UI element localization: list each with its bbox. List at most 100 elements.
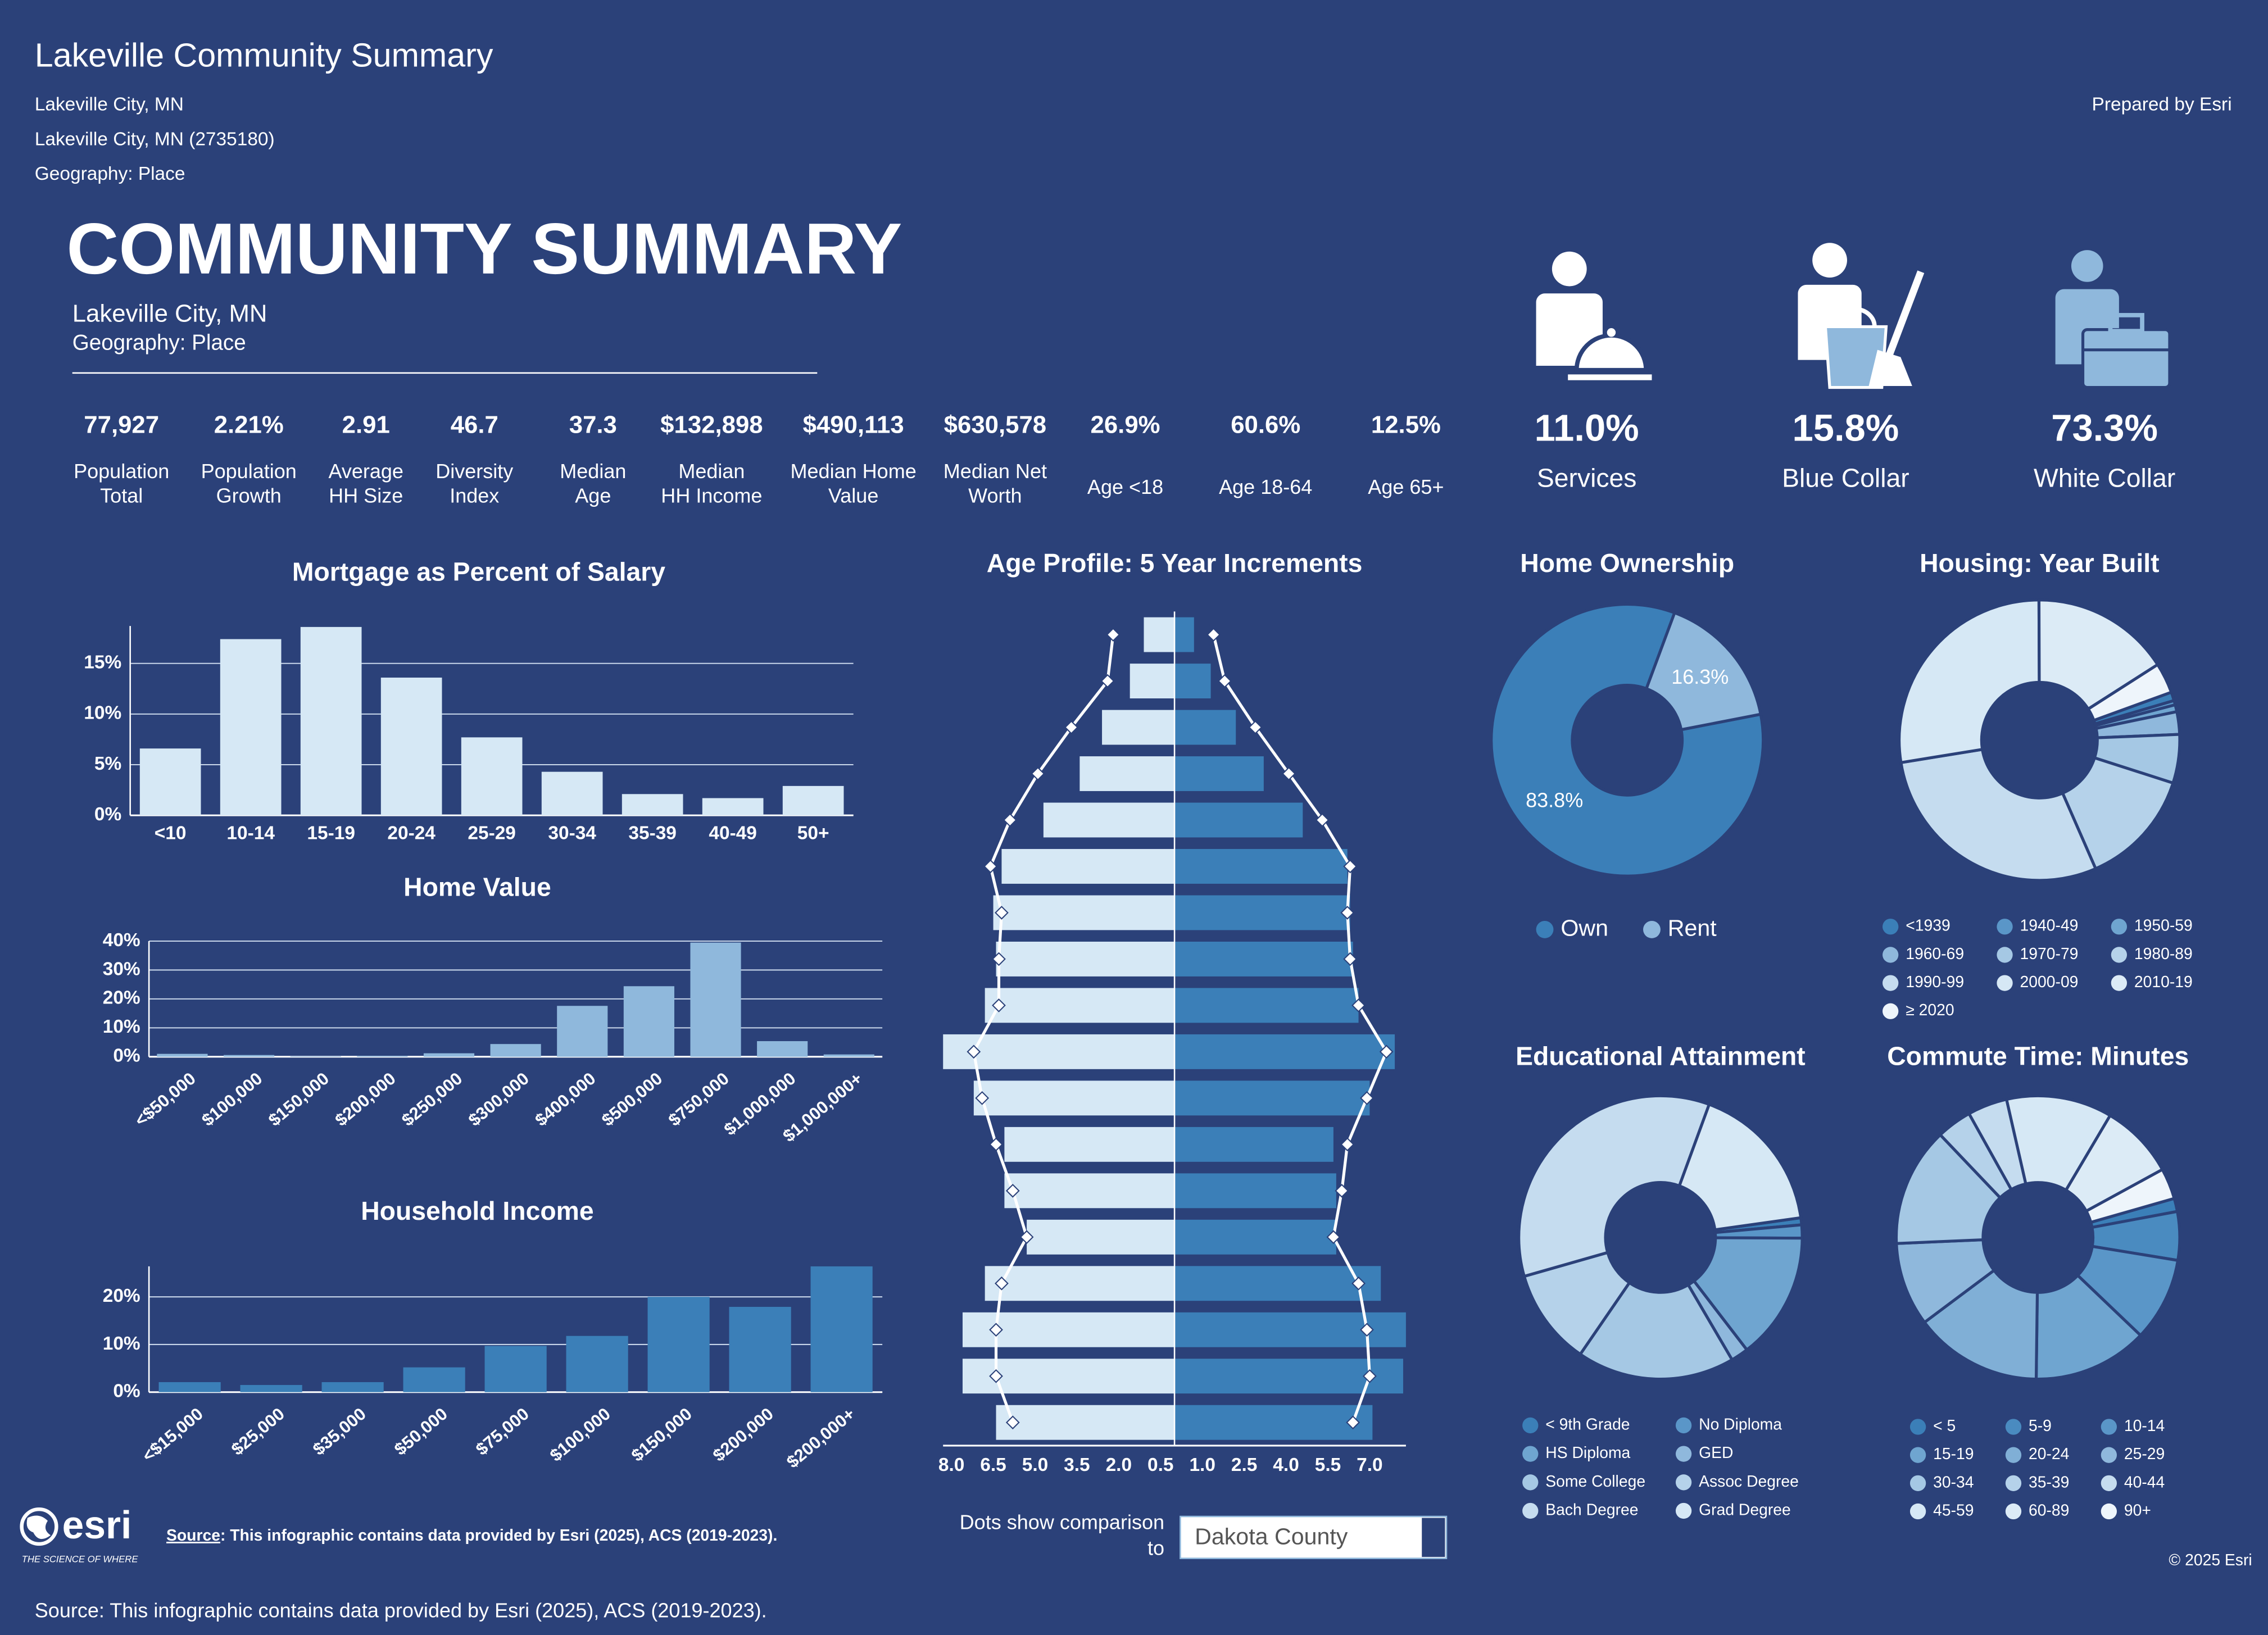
donut-segment	[1894, 1133, 2002, 1245]
x-tick-label: 15-19	[307, 823, 355, 843]
kpi-value: 26.9%	[1091, 411, 1160, 439]
bar	[566, 1336, 628, 1392]
pyramid-bar	[1004, 1173, 1175, 1209]
legend-label: Grad Degree	[1699, 1500, 1791, 1518]
kpi-label: Age 65+	[1368, 475, 1444, 498]
y-tick-label: 20%	[103, 1286, 140, 1306]
comparison-dot	[1340, 1137, 1355, 1152]
x-tick-label: 7.0	[1357, 1455, 1382, 1475]
select-box[interactable]	[1180, 1515, 1448, 1559]
kpi-label: Worth	[968, 484, 1022, 507]
bar	[702, 798, 764, 816]
legend-swatch	[2005, 1475, 2022, 1491]
logo-name: esri	[62, 1503, 132, 1547]
chart-title: Mortgage as Percent of Salary	[292, 557, 665, 587]
comparison-dot	[1351, 998, 1366, 1012]
bar	[823, 1054, 874, 1057]
legend-swatch	[2111, 919, 2128, 935]
x-tick-label: 50+	[797, 823, 829, 843]
source-note: Source: This infographic contains data p…	[166, 1527, 777, 1545]
legend-label: 1960-69	[1906, 944, 1964, 962]
header-line: Lakeville City, MN	[35, 94, 184, 115]
bar	[357, 1056, 408, 1057]
pyramid-bar	[1174, 849, 1348, 884]
donut-segment	[2037, 598, 2160, 711]
select-value[interactable]: Dakota County	[1195, 1523, 1348, 1549]
chart-title: Home Ownership	[1520, 548, 1734, 578]
pyramid-bar	[1174, 895, 1350, 930]
legend-swatch	[2101, 1419, 2117, 1435]
comparison-dot	[1360, 1323, 1374, 1337]
comparison-dot	[1315, 813, 1330, 827]
comparison-dot	[1326, 1230, 1341, 1245]
comparison-dot	[1005, 1415, 1020, 1430]
x-tick-label: 10-14	[226, 823, 275, 843]
x-tick-label: 5.5	[1315, 1455, 1341, 1475]
kpi-label: Median	[560, 460, 626, 483]
pyramid-bar	[1174, 1034, 1395, 1069]
legend-label: 15-19	[1933, 1445, 1974, 1463]
x-tick-label: 6.5	[980, 1455, 1006, 1475]
donut-segment	[1899, 747, 2098, 882]
bar	[321, 1382, 384, 1392]
occupation-label: Services	[1537, 463, 1637, 492]
pyramid-bar	[1043, 802, 1175, 838]
donut-segment	[1578, 1280, 1734, 1381]
x-tick-label: 0.5	[1147, 1455, 1173, 1475]
comparison-dot	[1019, 1230, 1034, 1245]
select-arrow[interactable]	[1422, 1518, 1445, 1557]
bar	[729, 1306, 791, 1392]
footer: Source: This infographic contains data p…	[35, 1598, 767, 1622]
pyramid-bar	[1174, 1080, 1370, 1116]
x-tick-label: 8.0	[938, 1455, 964, 1475]
comparison-line	[972, 634, 1115, 1423]
occupation-value: 15.8%	[1793, 407, 1899, 449]
comparison-select[interactable]: Dakota County	[1180, 1515, 1448, 1559]
bar	[423, 1053, 475, 1057]
y-tick-label: 20%	[103, 988, 140, 1009]
donut-segment	[1691, 1236, 1804, 1352]
comparison-dot	[1343, 859, 1358, 874]
y-tick-label: 0%	[113, 1381, 140, 1402]
donut-segment	[2034, 1273, 2143, 1381]
donut-segment	[2061, 756, 2175, 871]
pyramid-bar	[1001, 849, 1175, 884]
legend-label: Rent	[1668, 915, 1717, 941]
bar	[240, 1385, 302, 1392]
source-prefix: Source	[166, 1527, 220, 1545]
comparison-dot	[995, 906, 1009, 920]
header-line: Geography: Place	[35, 164, 185, 184]
prepared-by: Prepared by Esri	[2092, 94, 2232, 115]
x-tick-label: 2.0	[1106, 1455, 1132, 1475]
bar	[557, 1006, 608, 1057]
donut-segment	[1522, 1251, 1632, 1356]
legend-label: 30-34	[1933, 1473, 1974, 1491]
pyramid-bar	[1174, 710, 1236, 745]
comparison-dot	[1218, 674, 1232, 688]
kpi-value: 2.91	[342, 411, 390, 439]
kpi-label: HH Income	[661, 484, 762, 507]
comparison-dot	[1282, 766, 1296, 781]
y-tick-label: 0%	[94, 804, 121, 825]
pyramid-bar	[1102, 710, 1175, 745]
legend-label: <1939	[1906, 916, 1951, 934]
kpi-label: Population	[201, 460, 297, 483]
pyramid-bar	[1174, 988, 1359, 1023]
bar	[223, 1055, 275, 1057]
legend-swatch	[2101, 1475, 2117, 1491]
comparison-dot	[989, 1323, 1003, 1337]
pyramid-bar	[1174, 664, 1211, 699]
icon-services	[1536, 251, 1652, 380]
legend-label: 2000-09	[2020, 973, 2079, 991]
legend-swatch	[1522, 1502, 1539, 1519]
pyramid-bar	[1174, 802, 1303, 838]
bar	[300, 626, 362, 816]
bar	[380, 678, 442, 816]
header-line: Lakeville City, MN (2735180)	[35, 129, 275, 149]
bar	[158, 1382, 221, 1392]
legend-label: < 9th Grade	[1545, 1415, 1630, 1433]
legend-swatch	[1909, 1475, 1926, 1491]
legend-label: 10-14	[2124, 1416, 2165, 1434]
kpi-label: Growth	[216, 484, 282, 507]
comparison-dot	[1346, 1415, 1360, 1430]
